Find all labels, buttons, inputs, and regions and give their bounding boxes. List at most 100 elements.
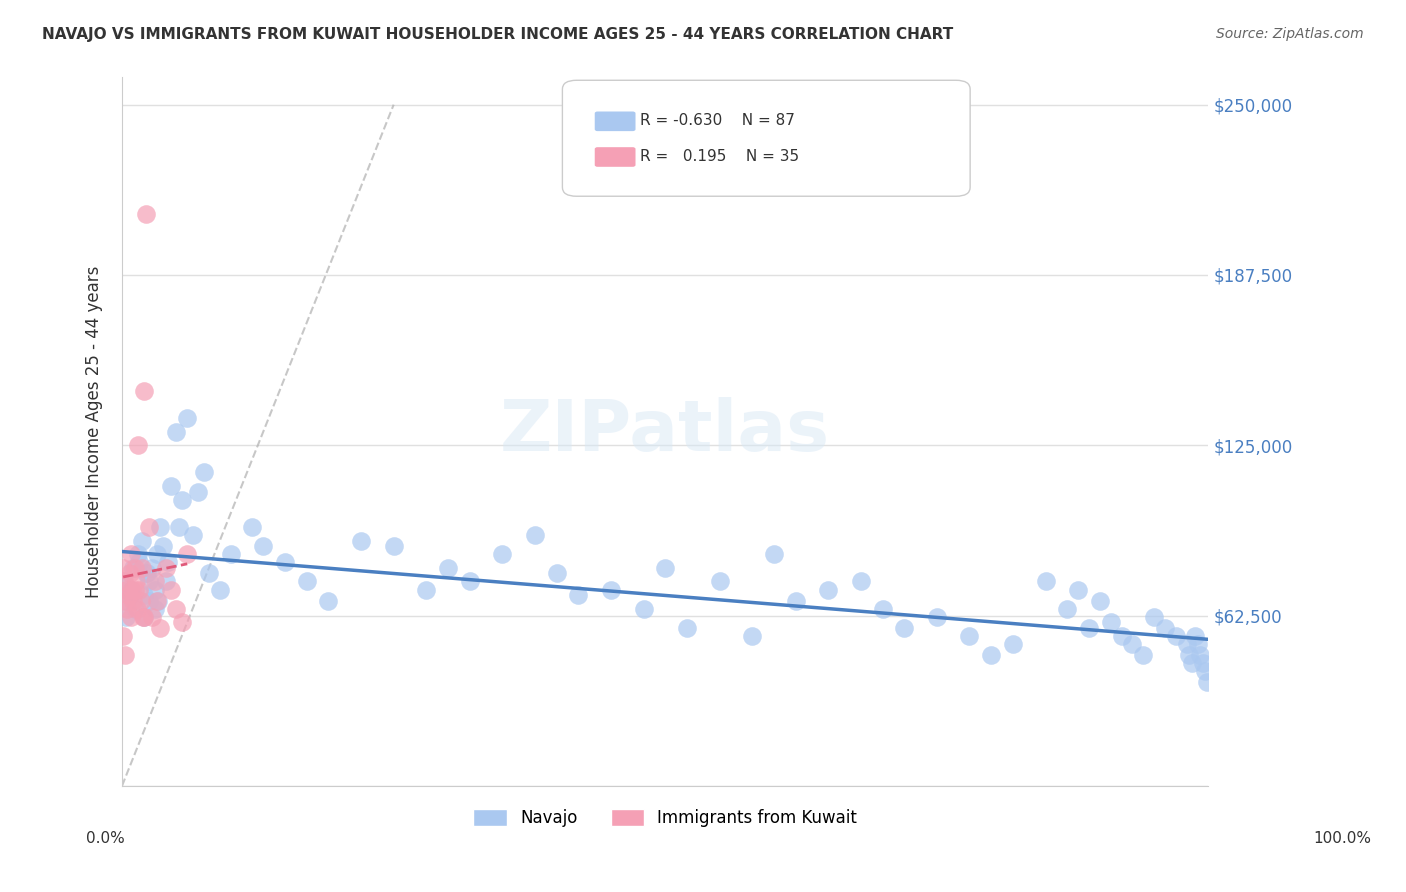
Point — [112, 629, 135, 643]
Point — [132, 610, 155, 624]
Point — [165, 425, 187, 439]
Point — [160, 479, 183, 493]
Point — [1192, 656, 1215, 670]
Point — [146, 593, 169, 607]
Point — [437, 561, 460, 575]
Point — [817, 582, 839, 597]
Point — [131, 610, 153, 624]
Point — [491, 547, 513, 561]
Point — [115, 582, 138, 597]
Point — [129, 593, 152, 607]
Point — [132, 384, 155, 398]
Point — [170, 492, 193, 507]
Point — [143, 574, 166, 589]
Point — [1188, 648, 1211, 662]
Point — [141, 610, 163, 624]
Point — [567, 588, 589, 602]
Point — [741, 629, 763, 643]
Point — [114, 593, 136, 607]
Point — [458, 574, 481, 589]
Point — [132, 588, 155, 602]
Point — [120, 610, 142, 624]
Text: NAVAJO VS IMMIGRANTS FROM KUWAIT HOUSEHOLDER INCOME AGES 25 - 44 YEARS CORRELATI: NAVAJO VS IMMIGRANTS FROM KUWAIT HOUSEHO… — [42, 27, 953, 42]
Point — [274, 555, 297, 569]
Point — [1181, 656, 1204, 670]
Point — [959, 629, 981, 643]
Point — [1121, 637, 1143, 651]
Point — [633, 601, 655, 615]
Point — [121, 582, 143, 597]
Point — [1164, 629, 1187, 643]
Point — [141, 561, 163, 575]
Point — [112, 574, 135, 589]
Point — [546, 566, 568, 581]
Point — [138, 574, 160, 589]
Point — [149, 520, 172, 534]
Point — [128, 582, 150, 597]
Point — [117, 588, 139, 602]
Point — [124, 582, 146, 597]
Point — [112, 574, 135, 589]
Point — [295, 574, 318, 589]
Point — [176, 547, 198, 561]
Point — [122, 593, 145, 607]
Point — [1056, 601, 1078, 615]
Point — [170, 615, 193, 630]
Text: 100.0%: 100.0% — [1313, 831, 1372, 846]
Point — [242, 520, 264, 534]
Point — [114, 648, 136, 662]
Point — [1175, 637, 1198, 651]
Point — [1099, 615, 1122, 630]
Point — [176, 411, 198, 425]
Point — [120, 547, 142, 561]
Point — [1197, 675, 1219, 690]
Point — [1078, 621, 1101, 635]
Point — [1143, 610, 1166, 624]
Point — [122, 561, 145, 575]
Point — [925, 610, 948, 624]
Point — [318, 593, 340, 607]
Point — [165, 601, 187, 615]
Point — [132, 610, 155, 624]
Point — [143, 582, 166, 597]
Point — [118, 566, 141, 581]
Point — [124, 561, 146, 575]
Point — [187, 484, 209, 499]
Point — [124, 601, 146, 615]
Point — [146, 547, 169, 561]
Text: ZIPatlas: ZIPatlas — [501, 397, 831, 467]
Point — [155, 574, 177, 589]
Point — [1194, 665, 1216, 679]
Point — [654, 561, 676, 575]
Point — [600, 582, 623, 597]
Legend: Navajo, Immigrants from Kuwait: Navajo, Immigrants from Kuwait — [467, 803, 863, 834]
Point — [138, 593, 160, 607]
Point — [181, 528, 204, 542]
Point — [167, 520, 190, 534]
Point — [252, 539, 274, 553]
Point — [152, 539, 174, 553]
Point — [117, 593, 139, 607]
Point — [1067, 582, 1090, 597]
Point — [128, 555, 150, 569]
Point — [146, 593, 169, 607]
Point — [1132, 648, 1154, 662]
Text: Source: ZipAtlas.com: Source: ZipAtlas.com — [1216, 27, 1364, 41]
Point — [1187, 637, 1209, 651]
Point — [785, 593, 807, 607]
Point — [127, 601, 149, 615]
Point — [762, 547, 785, 561]
Text: R = -0.630    N = 87: R = -0.630 N = 87 — [640, 113, 794, 128]
Point — [138, 520, 160, 534]
Point — [208, 582, 231, 597]
Point — [112, 561, 135, 575]
Point — [1154, 621, 1177, 635]
Point — [155, 561, 177, 575]
Point — [219, 547, 242, 561]
Point — [156, 555, 179, 569]
Point — [1184, 629, 1206, 643]
Point — [136, 566, 159, 581]
Point — [1001, 637, 1024, 651]
Point — [120, 582, 142, 597]
Point — [127, 438, 149, 452]
